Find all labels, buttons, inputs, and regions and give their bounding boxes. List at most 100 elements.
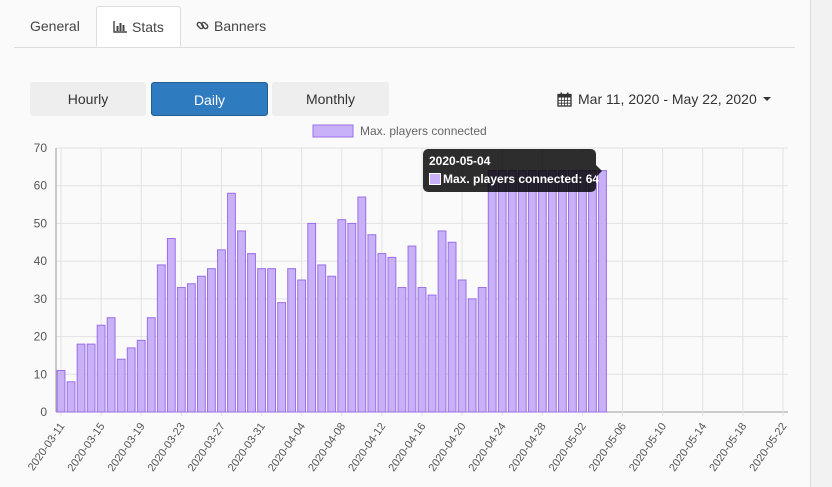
bar xyxy=(517,170,527,413)
bar xyxy=(247,253,256,413)
y-tick-label: 10 xyxy=(34,367,48,381)
hourly-button[interactable]: Hourly xyxy=(30,82,146,116)
bar xyxy=(427,294,437,413)
tooltip-swatch xyxy=(429,173,441,185)
date-range-picker[interactable]: Mar 11, 2020 - May 22, 2020 xyxy=(557,88,771,110)
date-range-label: Mar 11, 2020 - May 22, 2020 xyxy=(578,91,757,107)
tooltip-arrow xyxy=(596,165,602,177)
x-tick-label: 2020-04-28 xyxy=(507,421,549,474)
x-tick-label: 2020-03-15 xyxy=(65,421,107,474)
tooltip-row: Max. players connected: 64 xyxy=(429,172,599,186)
x-tick-label: 2020-05-10 xyxy=(627,421,669,474)
bar xyxy=(207,268,216,413)
bar xyxy=(126,347,136,413)
bar xyxy=(397,287,407,413)
bar xyxy=(537,170,547,413)
caret-down-icon xyxy=(762,97,771,101)
tab-stats-label: Stats xyxy=(132,19,164,35)
bar xyxy=(116,358,126,413)
bar xyxy=(507,170,517,413)
calendar-icon xyxy=(557,91,572,113)
bar xyxy=(217,249,226,413)
bar xyxy=(56,370,66,413)
bar xyxy=(307,222,317,413)
bar xyxy=(578,170,587,413)
y-tick-label: 20 xyxy=(34,330,48,344)
x-tick-label: 2020-04-04 xyxy=(266,421,308,474)
bar xyxy=(166,238,176,413)
bar xyxy=(557,170,567,413)
bar xyxy=(106,317,116,413)
bar xyxy=(196,275,206,413)
bar xyxy=(347,222,357,413)
tab-general-label: General xyxy=(30,18,80,34)
y-tick-label: 50 xyxy=(34,216,48,230)
bar xyxy=(497,170,507,413)
x-tick-label: 2020-03-31 xyxy=(226,421,268,474)
x-tick-label: 2020-03-23 xyxy=(146,421,188,474)
y-tick-label: 30 xyxy=(34,292,48,306)
tooltip-title: 2020-05-04 xyxy=(429,154,491,168)
bar xyxy=(327,275,337,413)
bar xyxy=(588,170,597,413)
tab-bar: General Stats Banners xyxy=(14,6,795,48)
legend-label: Max. players connected xyxy=(360,124,487,138)
x-tick-label: 2020-04-12 xyxy=(346,421,388,474)
daily-button[interactable]: Daily xyxy=(151,82,268,116)
x-tick-label: 2020-05-18 xyxy=(707,421,749,474)
bar xyxy=(417,287,427,413)
y-tick-label: 70 xyxy=(34,141,48,155)
bar xyxy=(568,170,577,413)
tab-banners[interactable]: Banners xyxy=(180,6,282,46)
legend-swatch xyxy=(312,124,354,138)
bar xyxy=(237,230,246,413)
x-tick-label: 2020-04-08 xyxy=(306,421,348,474)
bar xyxy=(297,279,307,413)
bar xyxy=(527,170,537,413)
bar xyxy=(337,219,347,413)
bar xyxy=(96,324,106,413)
bar-chart-icon xyxy=(113,8,127,48)
tab-stats[interactable]: Stats xyxy=(96,6,181,47)
bar xyxy=(227,192,236,413)
bar xyxy=(76,343,86,413)
y-tick-label: 60 xyxy=(34,179,48,193)
x-tick-label: 2020-04-24 xyxy=(467,421,509,474)
bar xyxy=(447,241,457,413)
tab-general[interactable]: General xyxy=(14,6,96,46)
x-tick-label: 2020-04-16 xyxy=(386,421,428,474)
players-bar-chart: 0102030405060702020-03-112020-03-152020-… xyxy=(26,124,790,474)
bar xyxy=(487,170,497,413)
x-tick-label: 2020-05-06 xyxy=(587,421,629,474)
bar xyxy=(146,317,156,413)
bar xyxy=(547,170,557,413)
bar xyxy=(367,234,377,413)
bar xyxy=(176,287,186,413)
tooltip-label: Max. players connected: 64 xyxy=(443,172,600,186)
x-tick-label: 2020-04-20 xyxy=(426,421,468,474)
bar xyxy=(287,268,297,413)
bar xyxy=(387,256,397,413)
x-tick-label: 2020-03-11 xyxy=(26,421,68,473)
bar xyxy=(317,264,327,413)
x-tick-label: 2020-03-27 xyxy=(186,421,228,474)
bar xyxy=(377,253,387,413)
bar xyxy=(277,302,287,413)
bar xyxy=(257,268,266,413)
link-icon xyxy=(196,7,209,47)
bar xyxy=(186,283,196,413)
bar xyxy=(598,170,607,413)
bar xyxy=(357,196,367,413)
bar xyxy=(136,339,146,413)
bar xyxy=(156,264,166,413)
monthly-button[interactable]: Monthly xyxy=(272,82,389,116)
y-tick-label: 40 xyxy=(34,254,48,268)
bar xyxy=(477,287,487,413)
bar xyxy=(267,268,276,413)
bar xyxy=(407,245,417,413)
chart-tooltip: 2020-05-04 Max. players connected: 64 xyxy=(423,149,602,192)
bar xyxy=(457,279,467,413)
x-tick-label: 2020-03-19 xyxy=(106,421,148,474)
stats-panel: General Stats Banners Hourly Daily Mo xyxy=(14,0,811,487)
bar xyxy=(86,343,96,413)
